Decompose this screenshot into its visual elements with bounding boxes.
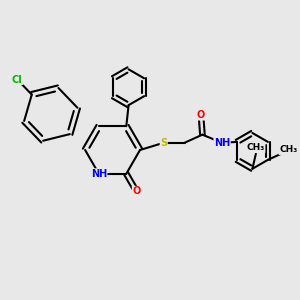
Text: CH₃: CH₃ xyxy=(247,143,265,152)
Text: NH: NH xyxy=(214,138,230,148)
Text: Cl: Cl xyxy=(12,75,23,85)
Text: S: S xyxy=(160,138,167,148)
Text: NH: NH xyxy=(91,169,107,179)
Text: O: O xyxy=(197,110,205,120)
Text: O: O xyxy=(132,186,140,196)
Text: CH₃: CH₃ xyxy=(279,146,297,154)
